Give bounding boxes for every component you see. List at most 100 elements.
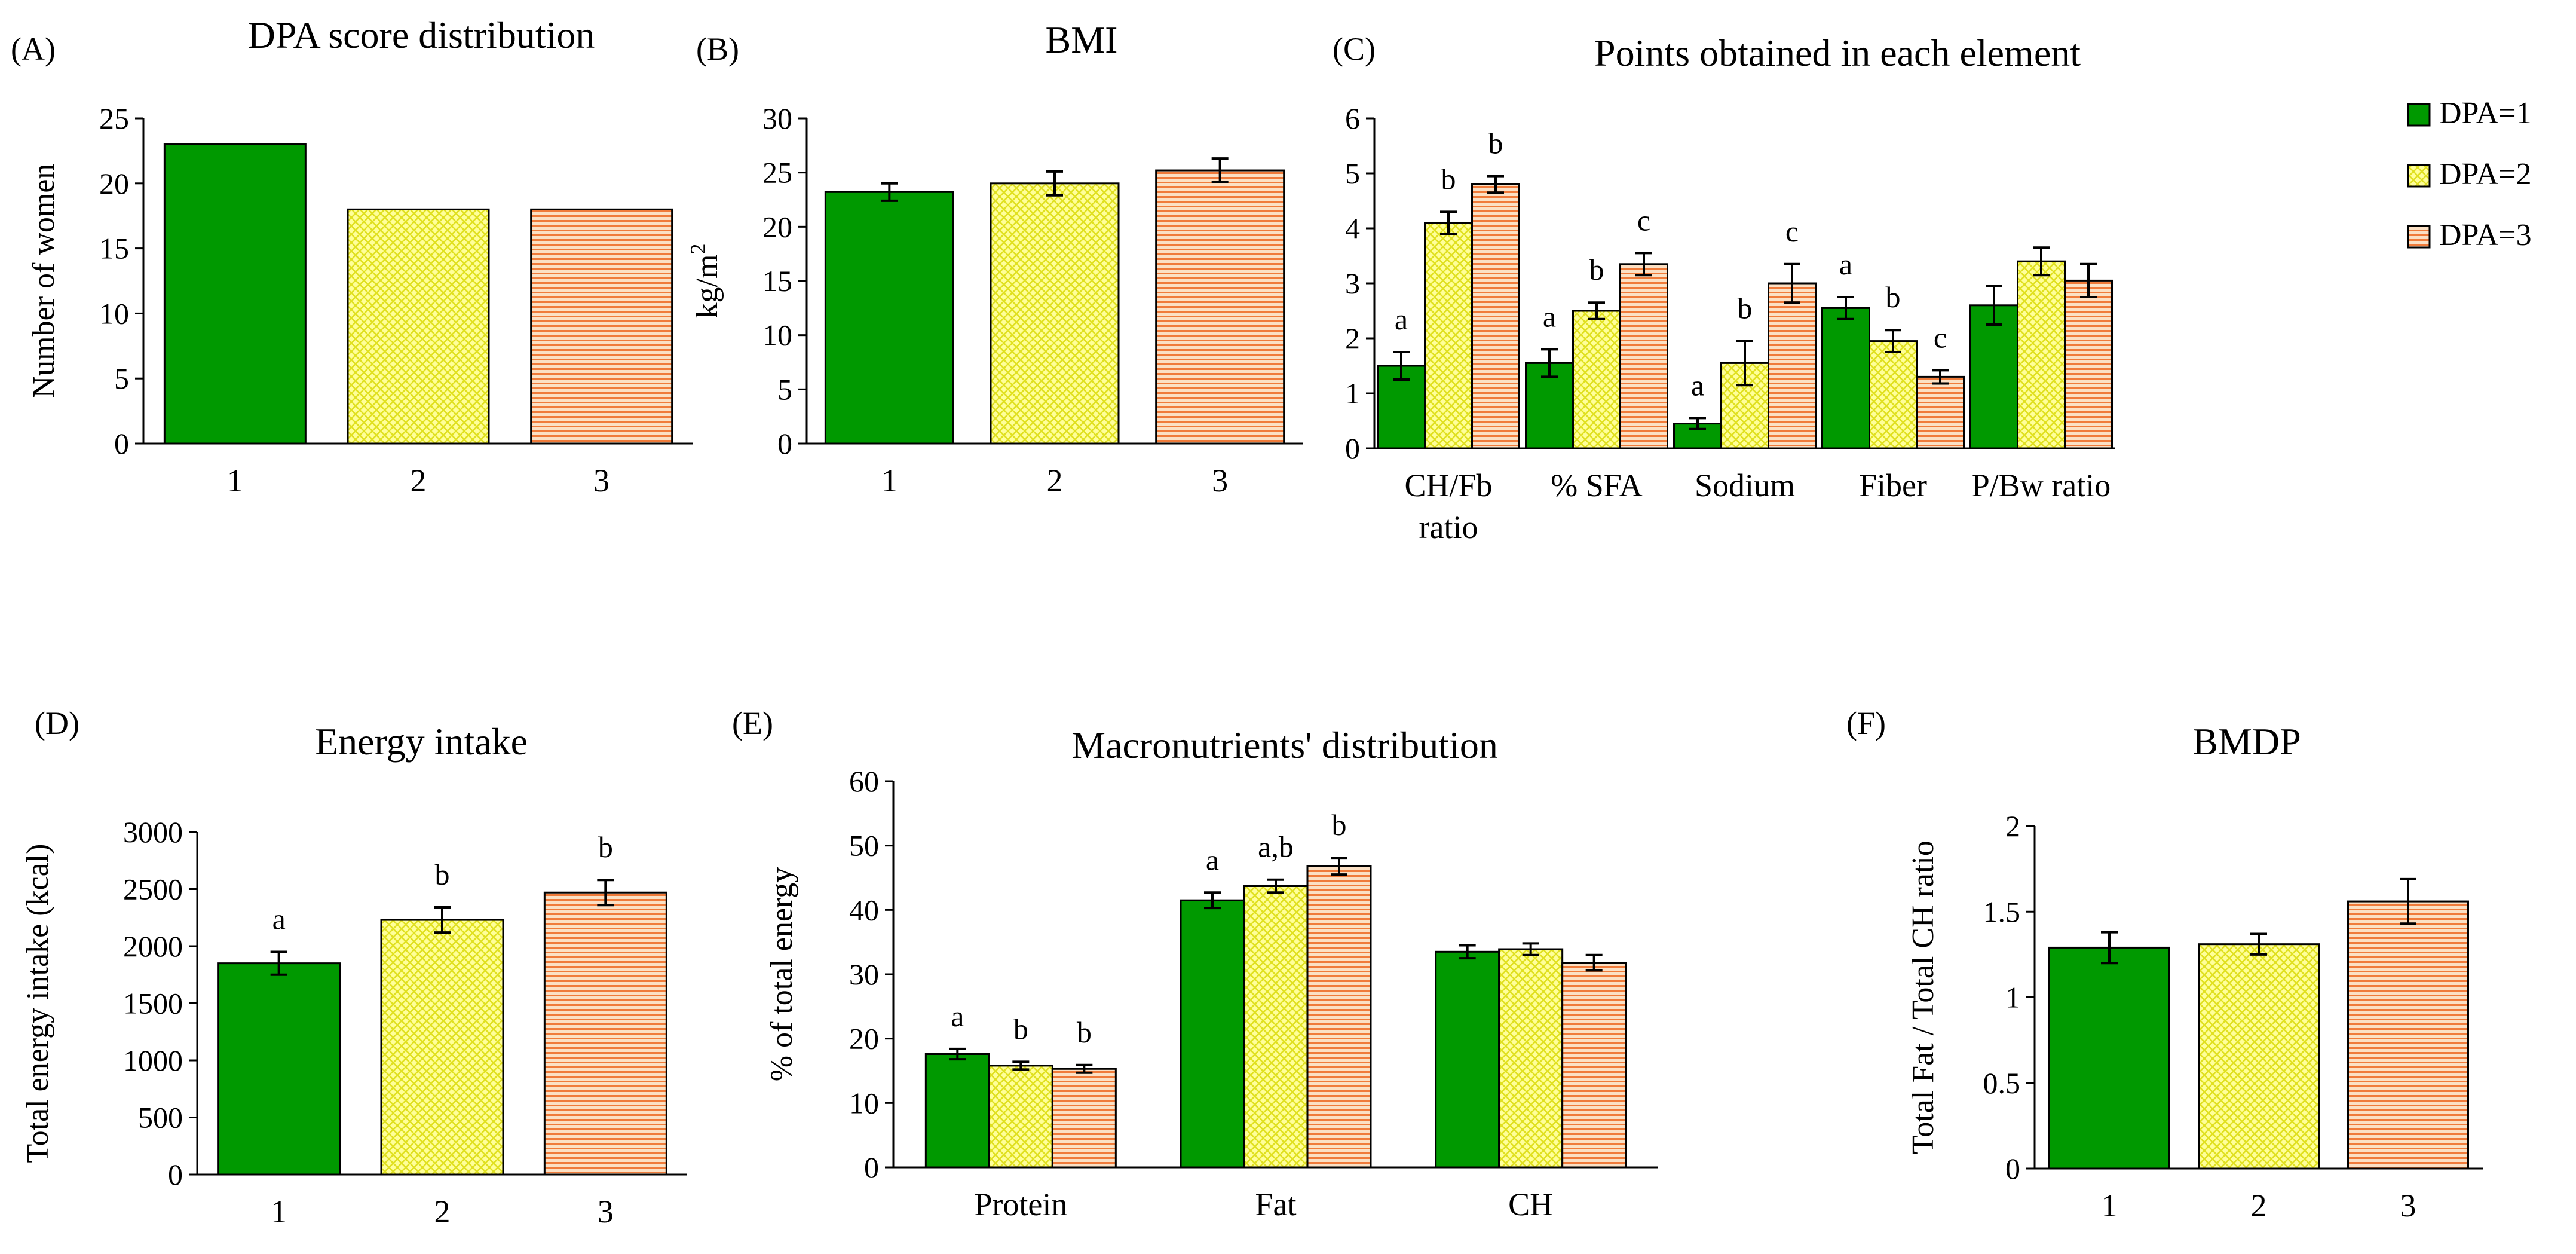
bar (2048, 946, 2170, 1170)
x-tick-label: Sodium (1695, 467, 1795, 503)
significance-letter: c (1934, 320, 1947, 354)
significance-letter: b (1886, 280, 1901, 314)
x-tick-label: P/Bw ratio (1972, 467, 2111, 503)
x-tick-label: 3 (1212, 463, 1228, 498)
significance-letter: b (1488, 127, 1503, 160)
y-tick-label: 0 (777, 427, 792, 460)
panel-label: (F) (1846, 705, 1886, 741)
bar (1768, 282, 1817, 449)
y-tick-label: 0 (864, 1151, 879, 1184)
significance-letter: b (1332, 808, 1347, 842)
x-tick-label: CH/Fb (1404, 467, 1492, 503)
bar (1243, 885, 1309, 1169)
significance-letter: c (1637, 203, 1650, 237)
y-tick-label: 5 (114, 362, 129, 395)
chart-title: Energy intake (315, 720, 528, 763)
y-axis-label: Number of women (27, 164, 61, 399)
y-tick-label: 0 (2005, 1152, 2020, 1185)
x-tick-label: 2 (411, 463, 427, 498)
y-axis-label-sup: 2 (686, 244, 710, 255)
y-tick-label: 10 (99, 296, 129, 330)
y-tick-label: 50 (849, 829, 879, 862)
y-tick-label: 5 (777, 372, 792, 406)
y-tick-label: 2000 (123, 929, 183, 963)
y-tick-label: 1 (2005, 981, 2020, 1014)
legend-swatch (2407, 225, 2431, 249)
bar (1471, 183, 1520, 449)
y-tick-label: 20 (849, 1022, 879, 1056)
y-tick-label: 0 (168, 1158, 183, 1191)
bar (1155, 169, 1285, 445)
significance-letter: a (1839, 247, 1852, 281)
x-tick-label: 1 (227, 463, 243, 498)
x-tick-label: 1 (881, 463, 898, 498)
bar (543, 891, 667, 1176)
chart-title: DPA score distribution (248, 14, 595, 56)
y-tick-label: 20 (99, 167, 129, 200)
y-tick-label: 0 (1345, 432, 1360, 465)
bar (924, 1053, 990, 1169)
y-tick-label: 6 (1345, 102, 1360, 135)
legend-swatch (2407, 164, 2431, 188)
bar (824, 191, 954, 445)
y-axis-label: Total energy intake (kcal) (21, 844, 55, 1163)
bar (1619, 263, 1668, 449)
significance-letter: b (1589, 253, 1604, 286)
x-tick-label: Fiber (1859, 467, 1927, 503)
bar (990, 182, 1120, 445)
bar (2017, 260, 2066, 449)
y-tick-label: 2 (1345, 322, 1360, 355)
significance-letter: a (272, 903, 286, 936)
legend-label: DPA=1 (2439, 96, 2532, 130)
y-axis-label: kg/m2 (686, 244, 724, 319)
panel-label: (D) (35, 705, 79, 741)
bar (1424, 222, 1473, 449)
y-tick-label: 2 (2005, 809, 2020, 843)
bar (1306, 865, 1372, 1169)
y-tick-label: 5 (1345, 157, 1360, 190)
bar (217, 962, 341, 1176)
significance-letter: a (1206, 843, 1219, 876)
bar (1498, 948, 1564, 1169)
y-tick-label: 1 (1345, 377, 1360, 410)
y-tick-label: 3000 (123, 815, 183, 849)
bar (2064, 279, 2113, 449)
legend-label: DPA=2 (2439, 157, 2532, 191)
significance-letter: a (1543, 299, 1556, 333)
y-tick-label: 30 (762, 102, 792, 135)
bar (1969, 304, 2018, 449)
charts-layer: (A) DPA score distribution0510152025Numbe… (11, 14, 2532, 1229)
x-tick-label: 3 (598, 1194, 614, 1229)
y-tick-label: 10 (762, 319, 792, 352)
y-tick-label: 3 (1345, 267, 1360, 300)
x-tick-label: 2 (434, 1194, 451, 1229)
bar (1561, 962, 1627, 1169)
bar (1572, 310, 1621, 449)
y-tick-label: 500 (138, 1101, 183, 1134)
y-tick-label: 0 (114, 427, 129, 460)
bar (2198, 943, 2320, 1170)
significance-letter: b (1441, 162, 1456, 195)
significance-letter: c (1785, 215, 1799, 248)
y-tick-label: 0.5 (1983, 1066, 2021, 1100)
bar (1869, 340, 1918, 449)
bar (530, 208, 673, 445)
x-tick-label: 3 (593, 463, 609, 498)
panel-label: (C) (1333, 31, 1376, 67)
y-axis-label: % of total energy (765, 867, 799, 1082)
bar (988, 1065, 1053, 1169)
y-tick-label: 25 (99, 102, 129, 135)
significance-letter: b (435, 858, 450, 891)
y-tick-label: 15 (762, 264, 792, 298)
legend-swatch (2407, 103, 2431, 127)
y-tick-label: 15 (99, 232, 129, 265)
chart-title: Macronutrients' distribution (1071, 724, 1498, 766)
chart-a: (A) DPA score distribution 0 5 10 15 20 25 Numbe… (11, 14, 693, 498)
significance-letter: a,b (1258, 830, 1294, 864)
bar (1916, 375, 1965, 449)
x-tick-label: 2 (1047, 463, 1063, 498)
legend-label: DPA=3 (2439, 218, 2532, 252)
panel-label: (E) (732, 705, 773, 741)
y-tick-label: 20 (762, 210, 792, 243)
